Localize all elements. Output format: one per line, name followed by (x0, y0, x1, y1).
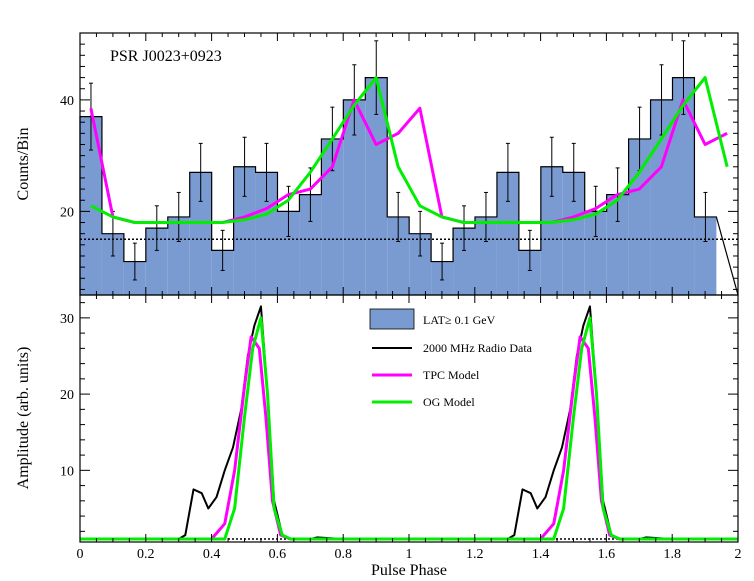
legend-label-tpc: TPC Model (423, 368, 480, 382)
error-bar (176, 191, 181, 242)
bottom-y-tick-label: 20 (60, 388, 74, 403)
legend-label-radio: 2000 MHz Radio Data (423, 341, 533, 355)
top-y-tick-label: 40 (60, 94, 74, 109)
x-tick-label: 0.6 (269, 547, 287, 562)
bottom-y-tick-label: 30 (60, 312, 74, 327)
x-tick-label: 0.8 (334, 547, 352, 562)
histogram-bar (584, 211, 607, 295)
histogram-bar (145, 228, 168, 295)
error-bar (198, 142, 203, 202)
error-bar (132, 242, 137, 281)
histogram-bar (496, 172, 519, 295)
top-plot-area (79, 40, 739, 296)
error-bar (220, 229, 225, 271)
error-bar (483, 191, 488, 242)
error-bar (462, 205, 467, 251)
top-y-tick-label: 20 (60, 205, 74, 220)
histogram-bar (189, 172, 212, 295)
legend: LAT≥ 0.1 GeV 2000 MHz Radio Data TPC Mod… (369, 308, 533, 409)
bottom-frame (79, 294, 739, 543)
histogram-bar (540, 166, 563, 295)
top-series-og-model (90, 76, 729, 225)
bottom-xlabel: Pulse Phase (371, 562, 447, 579)
x-tick-label: 0 (77, 547, 84, 562)
x-tick-label: 1.2 (466, 547, 484, 562)
bottom-y-tick-label: 10 (60, 464, 74, 479)
histogram-bar (299, 194, 322, 295)
bottom-plot-area (80, 305, 738, 541)
error-bar (154, 205, 159, 251)
x-tick-label: 2 (735, 547, 742, 562)
x-tick-label: 1 (406, 547, 413, 562)
histogram-bar (474, 216, 497, 295)
error-bar (440, 242, 445, 281)
bottom-series-2000-mhz-radio-data (80, 305, 738, 540)
error-bar (527, 229, 532, 271)
pulsar-name-label: PSR J0023+0923 (110, 48, 222, 65)
x-tick-label: 1.8 (663, 547, 681, 562)
histogram-bar (694, 216, 717, 295)
histogram-bar (277, 211, 300, 295)
legend-label-og: OG Model (423, 395, 475, 409)
bottom-axes: 0 0.2 0.4 0.6 0.8 1 1.2 1.4 1.6 1.8 2 10 20 30 (60, 295, 742, 562)
error-bar (88, 82, 93, 151)
error-bar (571, 142, 576, 202)
histogram-bar (672, 77, 695, 296)
error-bar (549, 136, 554, 197)
x-tick-label: 0.2 (137, 547, 155, 562)
bottom-series-tpc-model (80, 335, 738, 541)
histogram-bar (255, 172, 278, 295)
error-bar (264, 142, 269, 202)
x-tick-label: 0.4 (203, 547, 221, 562)
histogram-bar (562, 172, 585, 295)
error-bar (703, 191, 708, 242)
histogram-bar (211, 250, 234, 295)
x-tick-label: 1.6 (598, 547, 616, 562)
error-bar (418, 210, 423, 257)
bottom-ylabel: Amplitude (arb. units) (15, 347, 32, 490)
top-ylabel: Counts/Bin (15, 128, 32, 201)
histogram-bar (233, 166, 256, 295)
histogram-bar (387, 216, 410, 295)
histogram-bar (321, 138, 344, 295)
histogram-bar (606, 194, 629, 295)
bottom-panel: 0 0.2 0.4 0.6 0.8 1 1.2 1.4 1.6 1.8 2 10 20 30 Amplit… (15, 294, 742, 579)
histogram-bar (453, 228, 475, 295)
error-bar (593, 185, 598, 237)
error-bar (396, 191, 401, 242)
bottom-series-og-model (80, 316, 738, 541)
x-tick-label: 1.4 (532, 547, 550, 562)
histogram-bar (167, 216, 190, 295)
error-bar (242, 136, 247, 197)
histogram-bar (518, 250, 541, 295)
histogram-bar (343, 99, 366, 295)
legend-swatch-lat (369, 308, 415, 330)
legend-label-lat: LAT≥ 0.1 GeV (423, 313, 496, 327)
histogram-bar (409, 233, 432, 295)
histogram-bar (101, 233, 124, 295)
error-bar (505, 142, 510, 202)
